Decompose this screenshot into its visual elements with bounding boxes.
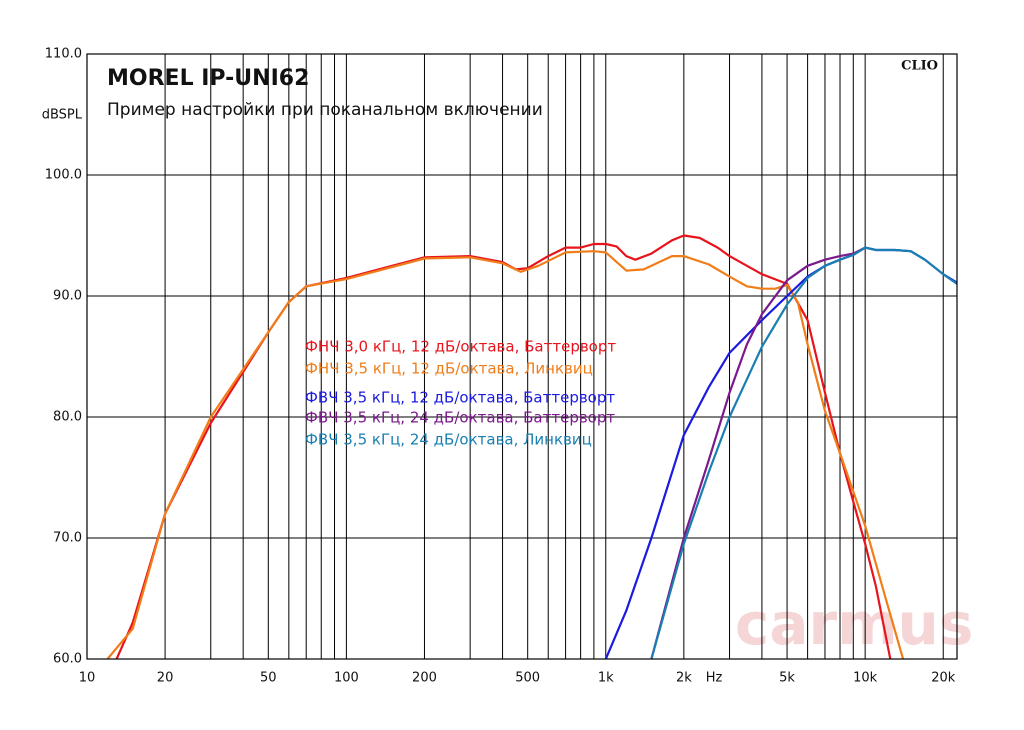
- x-tick-label: 1k: [598, 671, 614, 686]
- x-tick-label: 100: [334, 671, 359, 686]
- y-tick-label: 60.0: [53, 652, 82, 667]
- legend-entry: ФВЧ 3,5 кГц, 24 дБ/октава, Баттерворт: [305, 409, 615, 427]
- y-axis-label: dBSPL: [42, 108, 83, 123]
- x-tick-label: 10k: [853, 671, 878, 686]
- legend-entry: ФВЧ 3,5 кГц, 12 дБ/октава, Баттерворт: [305, 389, 615, 407]
- x-tick-label: 200: [412, 671, 437, 686]
- x-tick-label: 50: [260, 671, 277, 686]
- x-tick-label: 10: [79, 671, 96, 686]
- x-tick-label: 500: [515, 671, 540, 686]
- legend-entry: ФВЧ 3,5 кГц, 24 дБ/октава, Линквиц: [305, 431, 592, 449]
- y-tick-label: 90.0: [53, 289, 82, 304]
- x-tick-label: 20k: [931, 671, 956, 686]
- y-tick-label: 100.0: [45, 168, 82, 183]
- x-tick-label: 2k: [676, 671, 692, 686]
- y-tick-label: 80.0: [53, 410, 82, 425]
- plot-frame: [86, 53, 958, 660]
- legend-entry: ФНЧ 3,5 кГц, 12 дБ/октава, Линквиц: [305, 360, 593, 378]
- watermark: carmus: [735, 590, 973, 658]
- series-line: [106, 250, 905, 659]
- series-line: [650, 246, 957, 659]
- legend-entry: ФНЧ 3,0 кГц, 12 дБ/октава, Баттерворт: [305, 338, 616, 356]
- x-tick-label: 20: [157, 671, 174, 686]
- y-tick-label: 110.0: [45, 47, 82, 62]
- y-tick-label: 70.0: [53, 531, 82, 546]
- chart-subtitle: Пример настройки при поканальном включен…: [107, 100, 543, 120]
- series-line: [650, 246, 866, 659]
- x-axis-label: Hz: [706, 671, 723, 686]
- brand-label: CLIO: [901, 59, 938, 74]
- chart-title: MOREL IP-UNI62: [107, 66, 309, 91]
- x-tick-label: 5k: [779, 671, 795, 686]
